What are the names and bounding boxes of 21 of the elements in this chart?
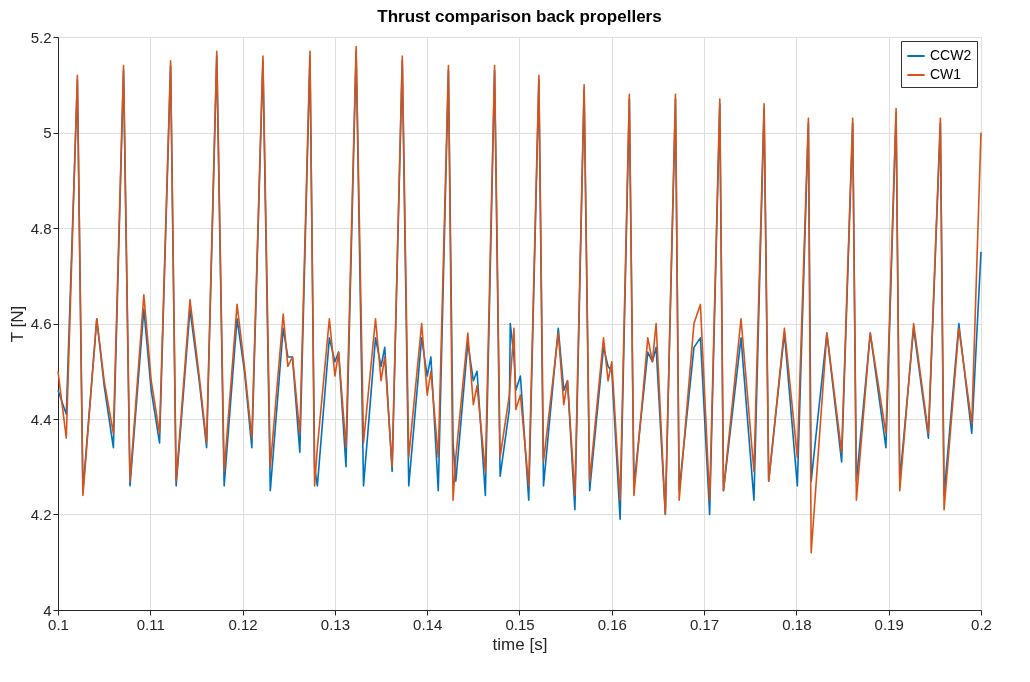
chart-title: Thrust comparison back propellers bbox=[377, 7, 662, 26]
legend-label: CCW2 bbox=[930, 47, 972, 63]
x-tick-label: 0.12 bbox=[228, 615, 258, 633]
y-tick-label: 5 bbox=[43, 124, 52, 141]
legend-label: CW1 bbox=[930, 66, 962, 82]
x-tick-label: 0.17 bbox=[690, 615, 720, 633]
x-tick-label: 0.16 bbox=[597, 615, 627, 633]
x-axis-title: time [s] bbox=[492, 634, 548, 654]
y-tick-label: 4.8 bbox=[30, 219, 52, 237]
y-tick-label: 5.2 bbox=[30, 28, 52, 46]
x-tick-label: 0.15 bbox=[505, 615, 535, 633]
x-tick-label: 0.14 bbox=[413, 615, 443, 633]
y-tick-label: 4.6 bbox=[30, 315, 52, 332]
x-tick-label: 0.18 bbox=[782, 615, 812, 633]
y-tick-label: 4.4 bbox=[30, 410, 52, 428]
x-tick-label: 0.13 bbox=[320, 615, 350, 633]
y-axis-title: T [N] bbox=[7, 305, 27, 343]
y-tick-label: 4.2 bbox=[30, 506, 52, 523]
x-tick-label: 0.2 bbox=[971, 615, 992, 633]
x-tick-label: 0.11 bbox=[136, 615, 165, 633]
x-tick-label: 0.19 bbox=[874, 615, 904, 633]
